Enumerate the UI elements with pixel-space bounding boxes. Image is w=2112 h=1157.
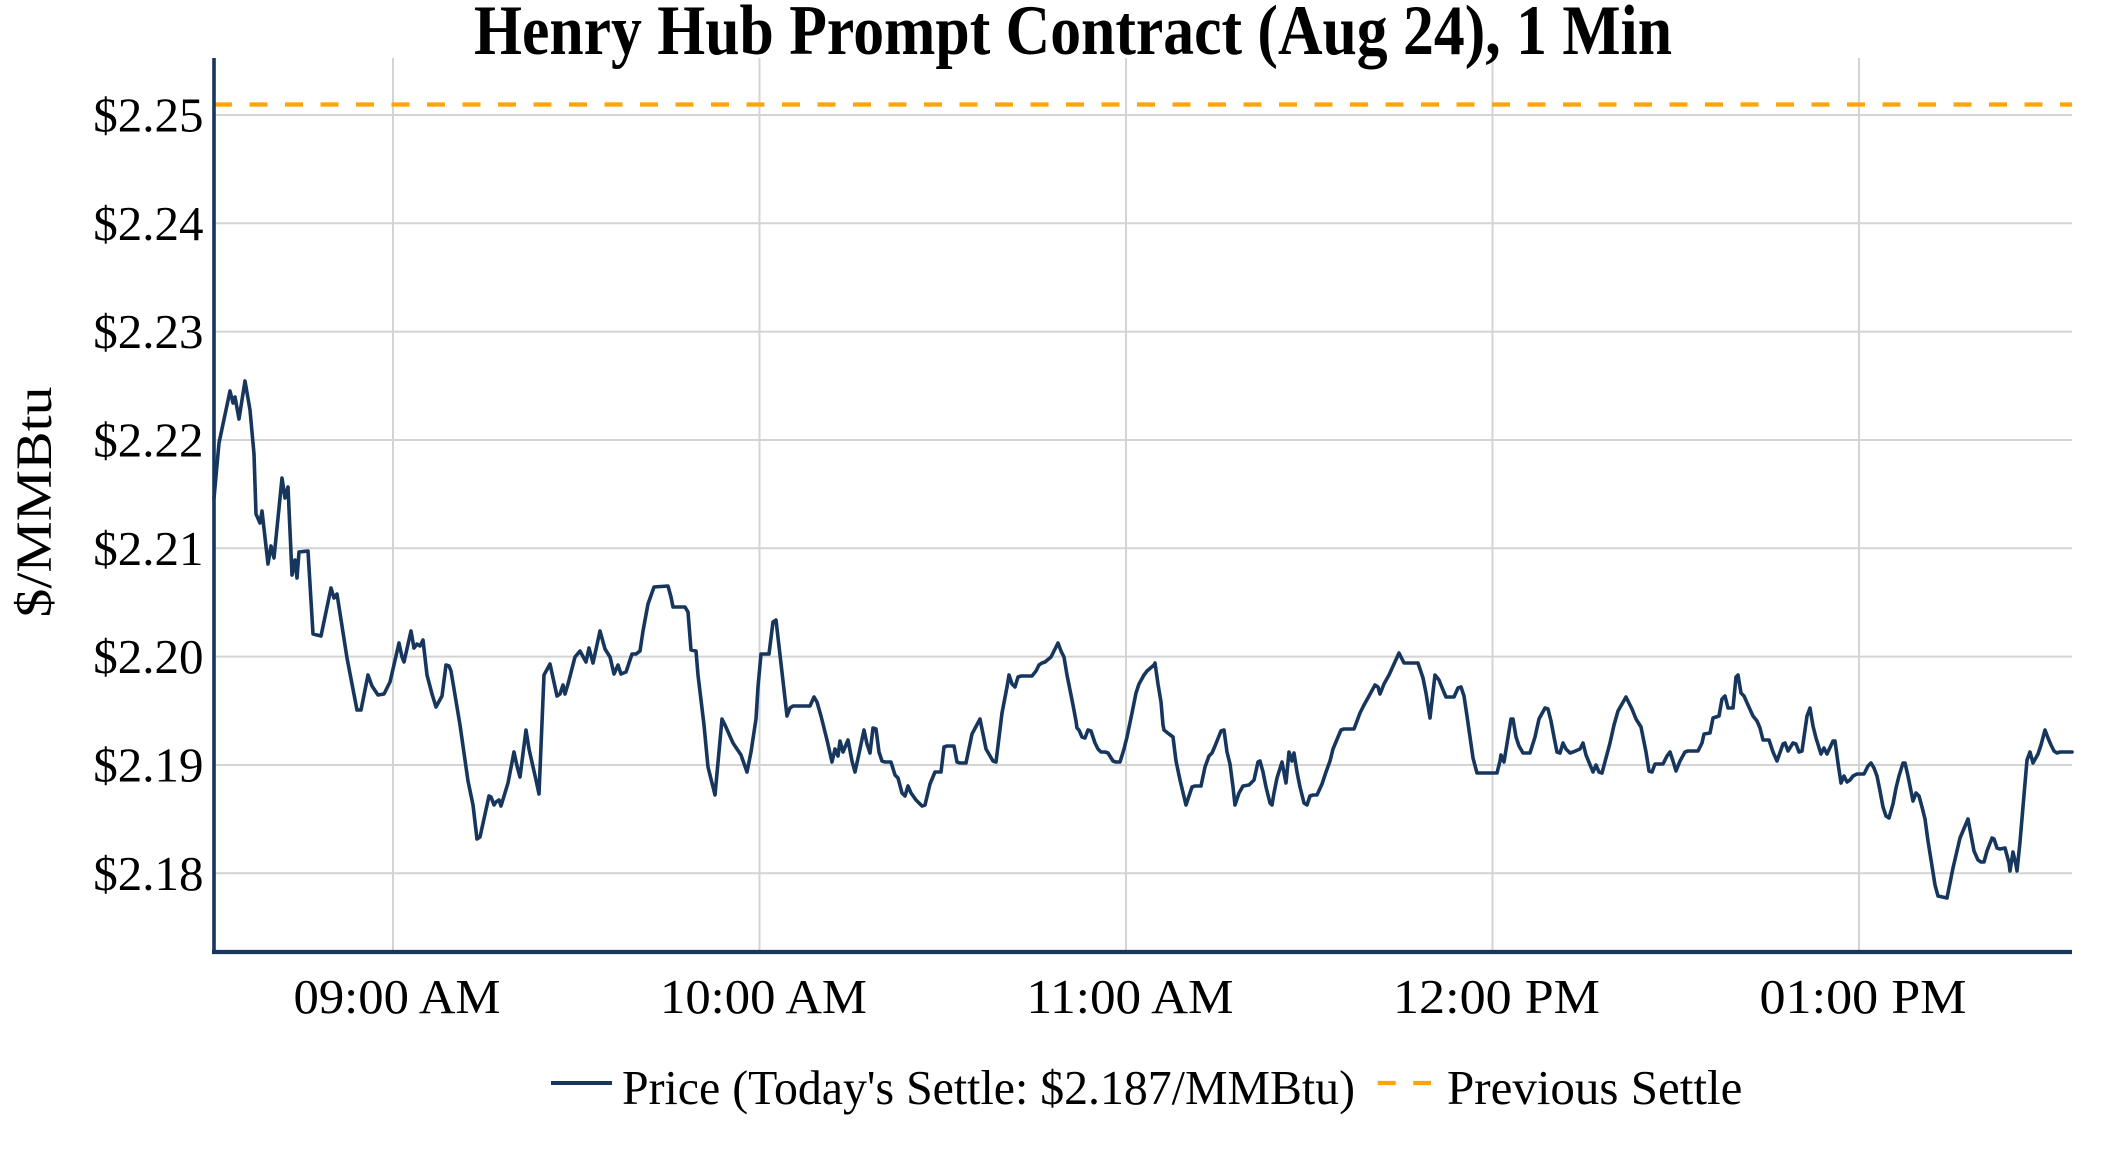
- svg-text:$2.22: $2.22: [93, 413, 203, 468]
- svg-text:09:00 AM: 09:00 AM: [294, 969, 501, 1024]
- svg-text:$2.20: $2.20: [93, 629, 203, 684]
- svg-text:12:00 PM: 12:00 PM: [1393, 969, 1600, 1024]
- svg-text:$2.21: $2.21: [93, 521, 203, 576]
- svg-text:$/MMBtu: $/MMBtu: [7, 387, 63, 618]
- svg-text:10:00 AM: 10:00 AM: [660, 969, 867, 1024]
- svg-text:11:00 AM: 11:00 AM: [1027, 969, 1234, 1024]
- svg-text:Price (Today's Settle: $2.187/: Price (Today's Settle: $2.187/MMBtu): [622, 1060, 1355, 1115]
- svg-text:$2.25: $2.25: [93, 88, 203, 143]
- svg-text:$2.23: $2.23: [93, 304, 203, 359]
- svg-text:$2.24: $2.24: [93, 196, 203, 251]
- svg-text:01:00 PM: 01:00 PM: [1760, 969, 1967, 1024]
- svg-text:Henry Hub Prompt Contract (Aug: Henry Hub Prompt Contract (Aug 24), 1 Mi…: [474, 0, 1672, 70]
- svg-text:$2.19: $2.19: [93, 738, 203, 793]
- svg-text:Previous Settle: Previous Settle: [1447, 1060, 1742, 1115]
- svg-text:$2.18: $2.18: [93, 846, 203, 901]
